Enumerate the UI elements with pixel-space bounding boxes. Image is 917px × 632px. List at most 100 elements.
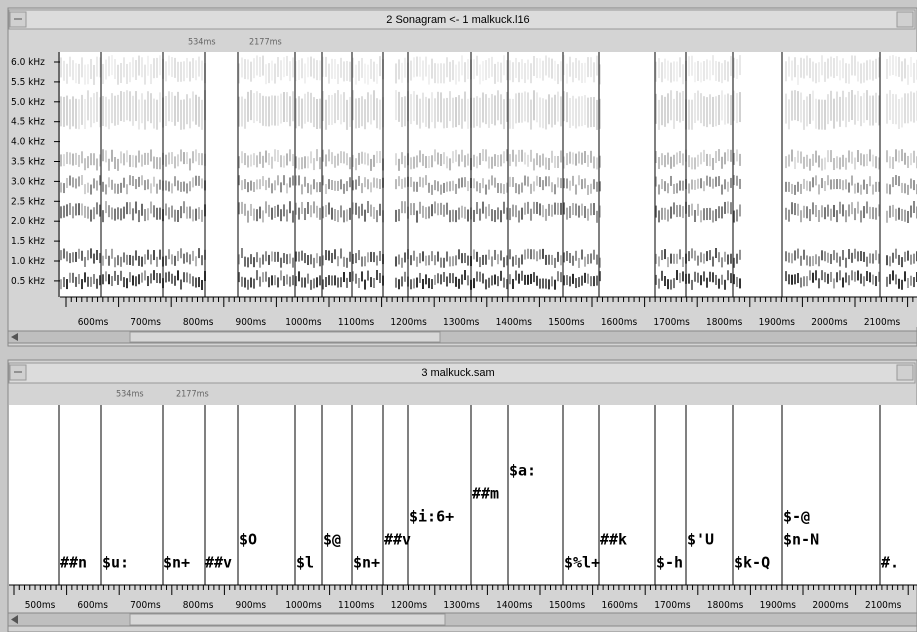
spectrogram-texture <box>910 255 912 265</box>
spectrogram-texture <box>241 151 243 163</box>
spectrogram-texture <box>839 97 841 127</box>
spectrogram-texture <box>129 155 131 167</box>
spectrogram-texture <box>434 149 436 161</box>
spectrogram-texture <box>806 155 808 167</box>
spectrogram-texture <box>581 250 583 260</box>
spectrogram-texture <box>96 158 98 170</box>
spectrogram-texture <box>96 181 98 191</box>
spectrogram-texture <box>310 205 312 217</box>
spectrogram-texture <box>527 249 529 259</box>
spectrogram-texture <box>247 92 249 122</box>
spectrogram-texture <box>827 253 829 263</box>
spectrogram-texture <box>700 178 702 188</box>
segment-label: $u: <box>102 554 129 572</box>
spectrogram-texture <box>500 251 502 261</box>
spectrogram-texture <box>422 60 424 80</box>
spectrogram-texture <box>349 177 351 187</box>
spectrogram-texture <box>866 60 868 80</box>
spectrogram-texture <box>461 177 463 187</box>
spectrogram-texture <box>904 93 906 123</box>
spectrogram-texture <box>700 210 702 222</box>
spectrogram-texture <box>797 273 799 283</box>
spectrogram-texture <box>524 275 526 285</box>
spectrogram-texture <box>331 208 333 220</box>
spectrogram-texture <box>292 258 294 268</box>
spectrogram-texture <box>491 256 493 266</box>
spectrogram-texture <box>800 256 802 266</box>
spectrogram-texture <box>189 274 191 284</box>
spectrogram-texture <box>105 271 107 281</box>
window-title: 2 Sonagram <- 1 malkuck.l16 <box>386 14 529 26</box>
spectrogram-texture <box>434 98 436 128</box>
spectrogram-texture <box>256 155 258 167</box>
spectrogram-texture <box>425 175 427 185</box>
spectrogram-texture <box>548 204 550 216</box>
spectrogram-texture <box>736 209 738 221</box>
spectrogram-texture <box>842 180 844 190</box>
spectrogram-texture <box>691 100 693 130</box>
scroll-thumb[interactable] <box>130 332 440 342</box>
spectrogram-texture <box>682 181 684 191</box>
spectrogram-texture <box>910 153 912 165</box>
spectrogram-texture <box>503 184 505 194</box>
spectrogram-texture <box>192 177 194 187</box>
spectrogram-texture <box>913 277 915 287</box>
spectrogram-texture <box>198 97 200 127</box>
spectrogram-texture <box>298 96 300 126</box>
spectrogram-texture <box>186 183 188 193</box>
time-label: 2100ms <box>864 317 901 328</box>
spectrogram-texture <box>60 279 62 289</box>
spectrogram-texture <box>307 92 309 122</box>
spectrogram-texture <box>105 184 107 194</box>
spectrogram-texture <box>367 153 369 165</box>
spectrogram-texture <box>398 92 400 122</box>
spectrogram-texture <box>355 274 357 284</box>
spectrogram-texture <box>560 203 562 215</box>
spectrogram-texture <box>75 179 77 189</box>
spectrogram-texture <box>572 176 574 186</box>
minimize-button[interactable] <box>897 365 913 380</box>
spectrogram-texture <box>262 176 264 186</box>
spectrogram-texture <box>289 149 291 161</box>
spectrogram-texture <box>319 60 321 80</box>
spectrogram-texture <box>174 156 176 168</box>
spectrogram-texture <box>259 152 261 164</box>
spectrogram-texture <box>90 248 92 258</box>
spectrogram-texture <box>461 275 463 285</box>
spectrogram-texture <box>815 205 817 217</box>
time-label: 2000ms <box>811 317 848 328</box>
spectrogram-texture <box>730 273 732 283</box>
spectrogram-texture <box>428 255 430 265</box>
spectrogram-texture <box>803 100 805 130</box>
segment-label: ##v <box>205 554 232 572</box>
spectrogram-texture <box>274 180 276 190</box>
spectrogram-texture <box>892 55 894 75</box>
spectrogram-texture <box>195 209 197 221</box>
spectrogram-texture <box>715 209 717 221</box>
spectrogram-texture <box>461 206 463 218</box>
spectrogram-texture <box>78 249 80 259</box>
spectrogram-texture <box>117 207 119 219</box>
spectrogram-texture <box>156 58 158 78</box>
spectrogram-texture <box>247 257 249 267</box>
minimize-button[interactable] <box>897 12 913 27</box>
spectrogram-texture <box>180 62 182 82</box>
spectrogram-texture <box>488 278 490 288</box>
spectrogram-texture <box>274 252 276 262</box>
spectrogram-texture <box>895 56 897 76</box>
spectrogram-texture <box>581 153 583 165</box>
spectrogram-texture <box>724 202 726 214</box>
spectrogram-texture <box>554 280 556 290</box>
spectrogram-texture <box>533 272 535 282</box>
spectrogram-texture <box>114 184 116 194</box>
spectrogram-texture <box>431 92 433 122</box>
spectrogram-texture <box>851 55 853 75</box>
spectrogram-texture <box>328 95 330 125</box>
spectrogram-texture <box>673 278 675 288</box>
spectrogram-texture <box>521 254 523 264</box>
spectrogram-texture <box>319 99 321 129</box>
spectrogram-texture <box>509 60 511 80</box>
spectrogram-texture <box>515 271 517 281</box>
scroll-thumb[interactable] <box>130 614 445 625</box>
spectrogram-texture <box>413 278 415 288</box>
